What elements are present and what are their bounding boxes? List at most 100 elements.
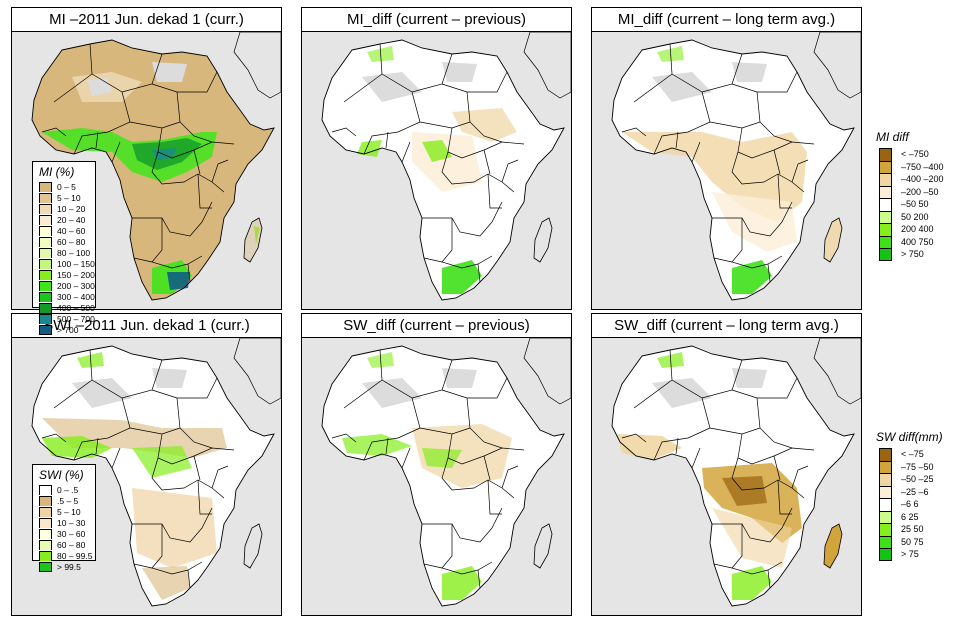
legend-label: .5 – 5	[57, 495, 79, 506]
legend-swatch	[879, 185, 892, 198]
legend-label: 300 – 400	[57, 291, 95, 302]
legend-swatch	[879, 485, 892, 498]
country-border	[385, 131, 389, 149]
country-border	[713, 257, 733, 263]
country-border	[791, 465, 809, 489]
country-border	[441, 524, 493, 575]
country-border	[176, 397, 213, 449]
legend-swatch	[879, 210, 892, 223]
country-border	[157, 433, 235, 465]
country-border	[737, 433, 815, 465]
value-region	[167, 272, 190, 290]
legend-label: 200 – 300	[57, 280, 95, 291]
value-region	[72, 378, 132, 408]
value-region	[824, 524, 842, 568]
country-border	[89, 43, 93, 75]
legend-item: 6 25	[879, 510, 943, 523]
country-border	[151, 377, 218, 399]
legend-label: 150 – 200	[57, 269, 95, 280]
coastline	[321, 345, 565, 607]
legend-label: –50 –25	[901, 474, 934, 485]
value-region	[452, 108, 517, 142]
country-border	[777, 173, 792, 209]
legend-title: SW diff(mm)	[876, 430, 943, 444]
legend-label: 0 – 5	[57, 181, 76, 192]
legend-item: 150 – 200	[39, 269, 95, 280]
legend-label: 10 – 20	[57, 203, 86, 214]
value-region	[652, 378, 712, 408]
legend-item: > 99.5	[39, 561, 95, 572]
legend-label: 500 – 700	[57, 313, 95, 324]
legend-swatch	[39, 484, 52, 495]
legend-label: 6 25	[901, 511, 919, 522]
map-mi-current	[11, 31, 282, 310]
legend-label: 400 750	[901, 236, 934, 247]
country-border	[193, 455, 201, 481]
country-border	[767, 569, 771, 589]
country-border	[791, 159, 809, 183]
legend-label: > 750	[901, 249, 924, 260]
country-border	[777, 479, 792, 515]
panel-title: MI_diff (current – long term avg.)	[591, 7, 862, 32]
country-border	[483, 149, 491, 175]
legend-swatch	[39, 495, 52, 506]
legend-label: 50 75	[901, 536, 924, 547]
legend-swatch	[39, 225, 52, 236]
legend-label: –75 –50	[901, 461, 934, 472]
country-border	[675, 437, 679, 455]
legend-item: 10 – 30	[39, 517, 95, 528]
africa-map	[611, 32, 861, 301]
legend-item: 80 – 100	[39, 247, 95, 258]
africa-map	[31, 338, 281, 607]
value-region	[152, 368, 187, 388]
legend-item: 10 – 20	[39, 203, 95, 214]
legend-label: 80 – 100	[57, 247, 91, 258]
value-region	[732, 368, 767, 388]
legend-item: –75 –50	[879, 460, 943, 473]
country-border	[379, 43, 383, 75]
value-region	[357, 140, 382, 157]
legend-label: 10 – 30	[57, 517, 86, 528]
legend-item: 200 – 300	[39, 280, 95, 291]
legend-item: 25 50	[879, 523, 943, 536]
country-border	[653, 121, 711, 155]
legend-swatch	[39, 302, 52, 313]
legend-item: > 75	[879, 548, 943, 561]
country-border	[89, 349, 93, 381]
madagascar-outline	[823, 217, 843, 263]
country-border	[363, 121, 421, 155]
legend-label: 50 200	[901, 211, 929, 222]
country-border	[53, 379, 131, 429]
country-border	[447, 127, 525, 159]
arabia-outline	[813, 32, 861, 99]
value-region	[712, 192, 797, 252]
country-border	[441, 71, 508, 93]
country-border	[343, 379, 421, 429]
legend-swatch	[39, 258, 52, 269]
value-region	[422, 448, 462, 468]
value-region	[132, 488, 217, 568]
legend-label: 20 – 40	[57, 214, 86, 225]
country-border	[53, 73, 131, 123]
legend-item: 200 400	[879, 223, 944, 236]
value-region	[442, 62, 477, 82]
country-border	[151, 524, 203, 575]
coastline	[611, 345, 855, 607]
country-border	[41, 433, 67, 443]
panel-title: MI –2011 Jun. dekad 1 (curr.)	[11, 7, 282, 32]
legend-swatch	[39, 539, 52, 550]
country-border	[211, 159, 229, 183]
legend-swatch	[879, 510, 892, 523]
country-border	[73, 427, 131, 461]
legend-sw-diff: SW diff(mm) < –75 –75 –50 –50 –25 –25 –6 –6 …	[876, 430, 943, 561]
legend-label: 100 – 150	[57, 258, 95, 269]
legend-label: –50 50	[901, 199, 929, 210]
legend-swatch	[39, 291, 52, 302]
coastline	[31, 345, 275, 607]
legend-label: –750 –400	[901, 161, 944, 172]
legend-swatch	[39, 181, 52, 192]
legend-label: –400 –200	[901, 174, 944, 185]
legend-swatch	[39, 517, 52, 528]
legend-label: 80 – 99.5	[57, 550, 93, 561]
